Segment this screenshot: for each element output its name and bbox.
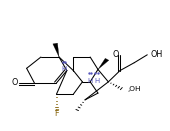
Text: O: O (113, 50, 119, 59)
Text: O: O (11, 78, 18, 88)
Text: OH: OH (151, 50, 163, 59)
Text: H: H (61, 66, 67, 72)
Text: H: H (87, 78, 93, 84)
Polygon shape (98, 58, 109, 69)
Text: F: F (54, 109, 59, 118)
Text: H: H (94, 78, 99, 84)
Text: ,OH: ,OH (127, 86, 141, 92)
Polygon shape (53, 43, 59, 57)
